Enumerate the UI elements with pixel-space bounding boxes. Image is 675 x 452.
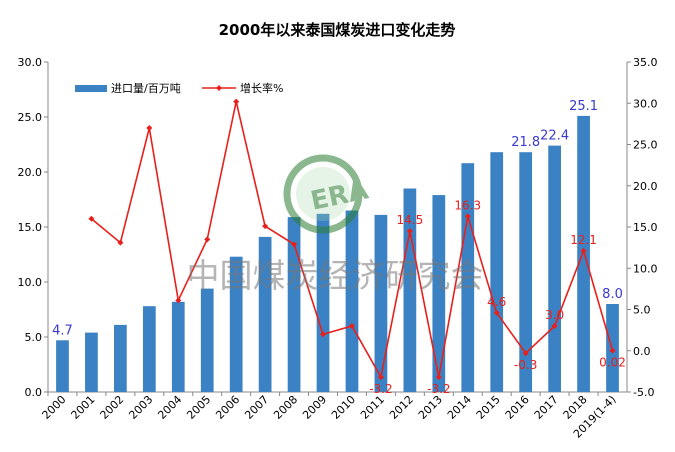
y-left-tick-label: 5.0	[25, 331, 43, 344]
growth-rate-point	[117, 239, 124, 246]
line-data-label: 12.1	[570, 233, 597, 247]
watermark-text: 中国煤炭经济研究会	[187, 256, 484, 295]
y-left-tick-label: 0.0	[25, 386, 43, 399]
growth-rate-point	[233, 98, 240, 105]
y-right-tick-label: 15.0	[633, 221, 658, 234]
x-tick-label: 2013	[416, 393, 445, 422]
y-right-tick-label: 10.0	[633, 262, 658, 275]
y-right-tick-label: 5.0	[633, 304, 651, 317]
bar	[56, 340, 69, 392]
bar	[114, 324, 127, 392]
x-tick-label: 2014	[445, 393, 474, 422]
y-left-tick-label: 10.0	[18, 276, 43, 289]
y-right-tick-label: 0.0	[633, 345, 651, 358]
bar	[229, 256, 243, 392]
era-logo-outer-ring	[283, 154, 363, 234]
bar	[461, 163, 475, 392]
chart-title: 2000年以来泰国煤炭进口变化走势	[219, 21, 456, 39]
growth-rate-point	[580, 247, 587, 254]
y-left-tick-label: 25.0	[18, 111, 43, 124]
x-tick-label: 2007	[242, 393, 271, 422]
x-tick-label: 2011	[358, 393, 387, 422]
x-tick-label: 2003	[126, 393, 155, 422]
bar	[345, 210, 359, 392]
line-data-label: -0.3	[514, 358, 537, 372]
x-tick-label: 2004	[155, 393, 184, 422]
bar	[490, 152, 504, 392]
y-right-tick-label: -5.0	[633, 386, 654, 399]
plot-area: 0.0 5.0 10.0 15.0 20.0 25.0 30.0 -5.0 0.0 5.0 10.0…	[18, 56, 658, 441]
y-right-tick-label: 30.0	[633, 97, 658, 110]
bar	[171, 301, 185, 392]
line-data-label: 16.3	[454, 198, 481, 212]
bar-data-label: 25.1	[569, 99, 598, 114]
y-right-tick-label: 25.0	[633, 139, 658, 152]
x-tick-label: 2005	[184, 393, 213, 422]
bar	[316, 213, 330, 392]
x-tick-label: 2017	[532, 393, 561, 422]
growth-rate-point	[522, 350, 529, 357]
line-data-label: 4.6	[487, 295, 506, 309]
x-tick-label: 2010	[329, 393, 358, 422]
x-tick-label: 2002	[98, 393, 127, 422]
growth-rate-point	[88, 215, 95, 222]
bar-data-label: 8.0	[602, 287, 623, 302]
y-right-tick-label: 20.0	[633, 180, 658, 193]
x-tick-label: 2000	[40, 393, 69, 422]
x-tick-label: 2008	[271, 393, 300, 422]
legend-line-marker	[216, 85, 222, 91]
bar	[200, 288, 214, 392]
growth-rate-point	[493, 309, 500, 316]
growth-rate-point	[551, 323, 558, 329]
growth-rate-point	[291, 241, 298, 248]
growth-rate-point	[609, 347, 616, 354]
bar-data-label: 22.4	[540, 129, 569, 144]
era-logo-inner-disc	[296, 167, 350, 221]
bar	[142, 306, 156, 392]
y-right-tick-label: 35.0	[633, 56, 658, 69]
bar-data-label: 21.8	[511, 135, 540, 150]
x-tick-label: 2016	[503, 393, 532, 422]
legend-bar-swatch	[75, 85, 107, 92]
y-left-tick-label: 20.0	[18, 166, 43, 179]
growth-rate-point	[146, 125, 153, 131]
line-data-label: -3.2	[427, 382, 450, 396]
bar-data-label: 4.7	[52, 323, 73, 338]
growth-rate-point	[204, 236, 211, 243]
growth-rate-point	[377, 374, 384, 381]
y-left-tick-label: 15.0	[18, 221, 43, 234]
legend: 进口量/百万吨 增长率%	[75, 81, 283, 95]
x-tick-label: 2012	[387, 393, 416, 422]
growth-rate-point	[320, 331, 327, 338]
growth-rate-point	[348, 323, 355, 329]
bar	[577, 115, 590, 393]
bar	[548, 145, 561, 392]
bar	[403, 188, 417, 392]
bar	[519, 152, 533, 392]
bar	[258, 236, 272, 392]
growth-rate-point	[175, 297, 182, 304]
line-data-label: -3.2	[369, 382, 392, 396]
bar	[287, 217, 301, 392]
growth-rate-point	[464, 213, 471, 220]
growth-rate-point	[406, 228, 413, 235]
legend-line-label: 增长率%	[240, 81, 283, 95]
x-tick-label: 2015	[474, 393, 503, 422]
bar	[374, 214, 388, 392]
line-data-label: 14.5	[397, 213, 424, 227]
x-tick-label: 2001	[69, 393, 98, 422]
growth-rate-point	[262, 223, 269, 230]
line-data-label: 3.0	[545, 308, 564, 322]
legend-bar-label: 进口量/百万吨	[111, 82, 181, 95]
growth-rate-point	[435, 374, 442, 381]
bar	[432, 195, 446, 392]
x-tick-label: 2006	[213, 393, 242, 422]
x-tick-label: 2009	[300, 393, 329, 422]
y-left-tick-label: 30.0	[18, 56, 43, 69]
line-data-label: 0.02	[599, 356, 626, 370]
bar	[85, 332, 98, 392]
